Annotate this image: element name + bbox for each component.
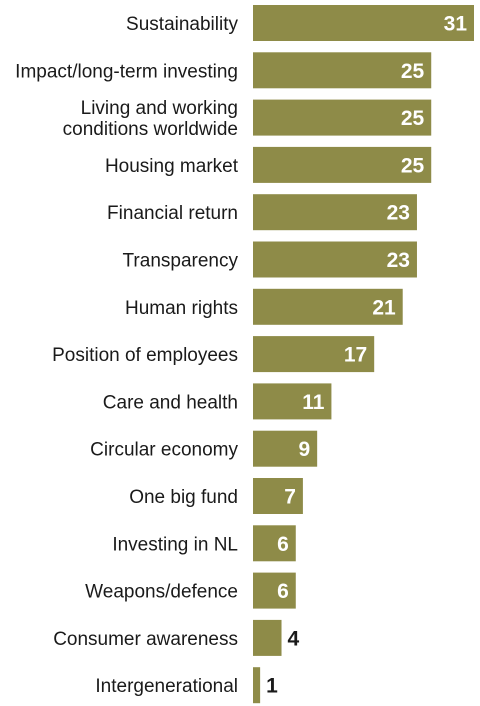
category-label-3: Living and working conditions worldwide	[63, 98, 238, 140]
bar-8	[253, 336, 375, 373]
value-label-7: 21	[372, 296, 396, 319]
category-label-line: Circular economy	[90, 440, 238, 461]
category-label-10: Circular economy	[90, 440, 238, 461]
category-label-line: Sustainability	[126, 14, 238, 35]
value-label-4: 25	[401, 154, 425, 177]
category-label-1: Sustainability	[126, 14, 238, 35]
category-label-line: Consumer awareness	[53, 629, 238, 650]
value-labels-layer: 31 25 25 25 23 23 21 17 11 9 7 6 6 4 1	[266, 13, 467, 698]
value-label-9: 11	[302, 391, 325, 414]
category-label-line: Financial return	[107, 203, 238, 224]
category-label-line: Position of employees	[52, 345, 238, 366]
category-label-line: Transparency	[123, 251, 239, 272]
category-label-line: Investing in NL	[112, 534, 238, 555]
category-label-7: Human rights	[125, 298, 238, 319]
bar-4	[253, 146, 432, 183]
value-label-13: 6	[277, 580, 289, 603]
bar-6	[253, 241, 417, 278]
bar-5	[253, 194, 417, 231]
value-label-14: 4	[288, 627, 300, 650]
category-label-line: Care and health	[103, 392, 238, 413]
category-label-13: Weapons/defence	[85, 582, 238, 603]
category-label-11: One big fund	[129, 487, 238, 508]
value-label-8: 17	[344, 344, 367, 367]
category-labels-layer: Sustainability Impact/long-term investing…	[15, 14, 239, 697]
bar-11	[253, 478, 303, 514]
bar-1	[253, 5, 474, 41]
category-label-5: Financial return	[107, 203, 238, 224]
category-label-8: Position of employees	[52, 345, 238, 366]
category-label-line: Housing market	[105, 156, 239, 177]
value-label-2: 25	[401, 60, 425, 83]
bar-15	[253, 667, 261, 704]
category-label-line: Impact/long-term investing	[15, 61, 238, 82]
value-label-3: 25	[401, 107, 425, 130]
category-label-6: Transparency	[123, 251, 239, 272]
bar-14	[253, 619, 282, 656]
category-label-12: Investing in NL	[112, 534, 238, 555]
bar-3	[253, 99, 432, 136]
bar-2	[253, 52, 432, 89]
category-label-line: Weapons/defence	[85, 582, 238, 603]
value-label-15: 1	[266, 675, 278, 698]
value-label-6: 23	[387, 249, 410, 272]
value-label-1: 31	[444, 13, 468, 36]
bar-7	[253, 288, 403, 325]
bar-12	[253, 525, 296, 562]
category-label-line: Intergenerational	[95, 676, 238, 697]
value-label-12: 6	[277, 533, 289, 556]
value-label-5: 23	[387, 202, 410, 225]
category-label-line: conditions worldwide	[63, 119, 238, 140]
category-label-line: One big fund	[129, 487, 238, 508]
bars-layer	[253, 5, 474, 704]
bar-13	[253, 572, 296, 609]
value-label-10: 9	[298, 438, 310, 461]
category-label-9: Care and health	[103, 392, 238, 413]
category-label-2: Impact/long-term investing	[15, 61, 238, 82]
category-label-line: Human rights	[125, 298, 238, 319]
category-label-4: Housing market	[105, 156, 239, 177]
category-label-15: Intergenerational	[95, 676, 238, 697]
value-label-11: 7	[284, 486, 296, 509]
category-label-14: Consumer awareness	[53, 629, 238, 650]
bar-9	[253, 383, 332, 420]
bar-10	[253, 430, 318, 467]
category-label-line: Living and working	[81, 98, 238, 119]
